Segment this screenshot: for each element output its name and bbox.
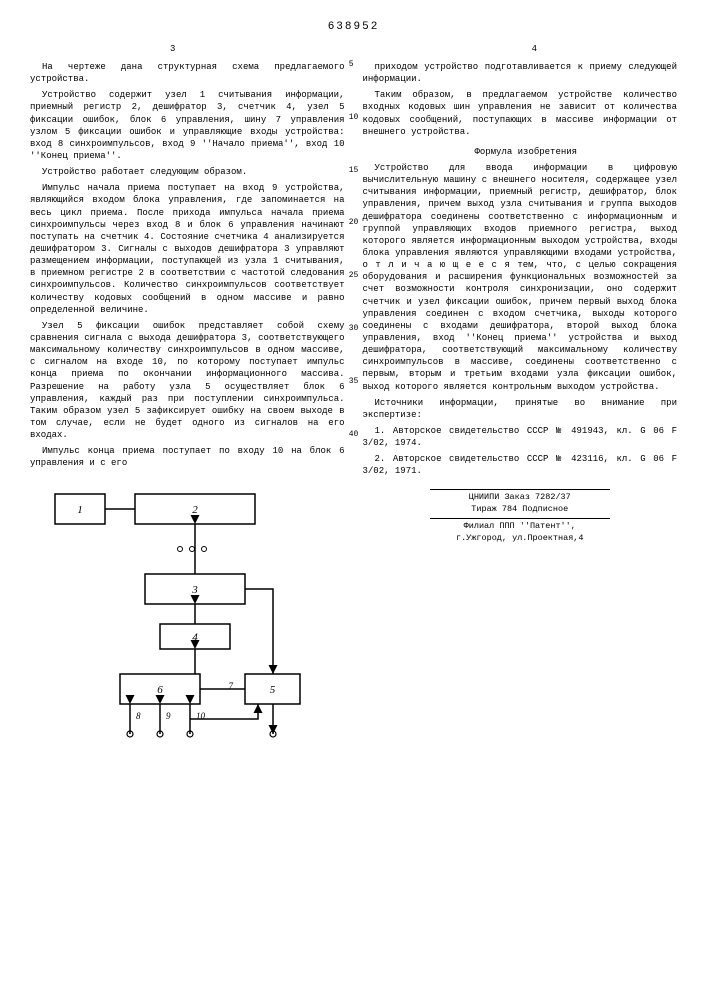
footer-line: ЦНИИПИ Заказ 7282/37 (363, 492, 678, 504)
svg-text:9: 9 (166, 711, 171, 721)
svg-text:6: 6 (157, 684, 163, 696)
paragraph: Источники информации, принятые во вниман… (363, 397, 678, 421)
paragraph: Таким образом, в предлагаемом устройстве… (363, 89, 678, 138)
line-marker: 5 (349, 60, 359, 71)
footer: ЦНИИПИ Заказ 7282/37 Тираж 784 Подписное… (363, 489, 678, 545)
paragraph: Импульс начала приема поступает на вход … (30, 182, 345, 316)
paragraph: 2. Авторское свидетельство СССР № 423116… (363, 453, 678, 477)
svg-text:5: 5 (270, 684, 276, 696)
line-marker: 20 (349, 218, 359, 229)
svg-text:2: 2 (192, 504, 198, 516)
line-marker: 15 (349, 166, 359, 177)
paragraph: Устройство содержит узел 1 считывания ин… (30, 89, 345, 162)
block-diagram: 12345678910 (30, 479, 330, 759)
paragraph: Устройство работает следующим образом. (30, 166, 345, 178)
line-number-gutter: 5 10 15 20 25 30 35 40 (349, 60, 359, 482)
formula-title: Формула изобретения (363, 146, 678, 158)
line-marker: 10 (349, 113, 359, 124)
footer-line: Тираж 784 Подписное (363, 504, 678, 516)
footer-line: Филиал ППП ''Патент'', (363, 521, 678, 533)
page-numbers: 3 4 (30, 43, 677, 55)
page-right: 4 (532, 43, 537, 55)
paragraph: На чертеже дана структурная схема предла… (30, 61, 345, 85)
paragraph: Узел 5 фиксации ошибок представляет собо… (30, 320, 345, 441)
page-left: 3 (170, 43, 175, 55)
line-marker: 25 (349, 271, 359, 282)
left-column: На чертеже дана структурная схема предла… (30, 61, 345, 760)
svg-text:4: 4 (192, 632, 198, 644)
svg-text:1: 1 (77, 504, 83, 516)
svg-text:7: 7 (229, 681, 234, 691)
line-marker: 30 (349, 324, 359, 335)
svg-text:8: 8 (136, 711, 141, 721)
svg-text:3: 3 (191, 584, 198, 596)
right-column: приходом устройство подготавливается к п… (363, 61, 678, 760)
paragraph: приходом устройство подготавливается к п… (363, 61, 678, 85)
paragraph: Импульс конца приема поступает по входу … (30, 445, 345, 469)
document-number: 638952 (30, 20, 677, 35)
line-marker: 35 (349, 377, 359, 388)
footer-line: г.Ужгород, ул.Проектная,4 (363, 533, 678, 545)
paragraph: 1. Авторское свидетельство СССР № 491943… (363, 425, 678, 449)
line-marker: 40 (349, 430, 359, 441)
paragraph: Устройство для ввода информации в цифров… (363, 162, 678, 393)
